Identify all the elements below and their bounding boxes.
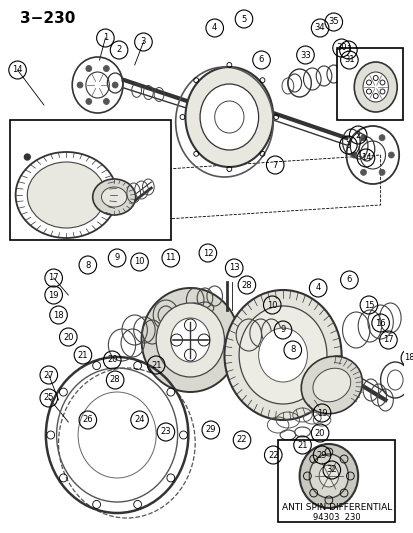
Ellipse shape: [156, 303, 224, 377]
Circle shape: [112, 82, 118, 88]
Circle shape: [24, 154, 30, 160]
Text: ANTI SPIN DIFFERENTIAL: ANTI SPIN DIFFERENTIAL: [281, 504, 391, 513]
Circle shape: [378, 169, 384, 175]
Text: 8: 8: [290, 345, 295, 354]
Text: 20: 20: [63, 333, 74, 342]
Text: 34: 34: [314, 23, 325, 33]
Text: 21: 21: [297, 440, 307, 449]
Text: 2: 2: [355, 131, 360, 140]
Circle shape: [387, 152, 393, 158]
Text: 28: 28: [109, 376, 120, 384]
Circle shape: [103, 66, 109, 71]
Ellipse shape: [171, 318, 209, 362]
Text: 7: 7: [272, 160, 277, 169]
Ellipse shape: [101, 187, 126, 207]
Text: 25: 25: [43, 393, 54, 402]
Text: 32: 32: [326, 465, 336, 474]
Text: 22: 22: [236, 435, 247, 445]
Ellipse shape: [93, 179, 135, 215]
Text: 17: 17: [48, 273, 59, 282]
Text: 20: 20: [314, 429, 325, 438]
Text: 26: 26: [82, 416, 93, 424]
Ellipse shape: [239, 306, 326, 404]
Circle shape: [360, 169, 366, 175]
Text: 19: 19: [48, 290, 59, 300]
Ellipse shape: [299, 444, 357, 508]
Text: 29: 29: [205, 425, 216, 434]
Circle shape: [378, 135, 384, 141]
Ellipse shape: [214, 101, 243, 133]
Text: 11: 11: [165, 254, 176, 262]
Ellipse shape: [354, 62, 396, 112]
Text: 94303  230: 94303 230: [312, 513, 360, 522]
Ellipse shape: [27, 162, 105, 228]
Text: 15: 15: [363, 301, 373, 310]
Text: 18: 18: [404, 353, 413, 362]
Text: 23: 23: [160, 427, 171, 437]
Ellipse shape: [318, 465, 338, 487]
Text: 21: 21: [150, 360, 161, 369]
Circle shape: [85, 66, 92, 71]
Text: 22: 22: [267, 450, 278, 459]
Text: 16: 16: [375, 319, 385, 327]
Text: 10: 10: [266, 301, 277, 310]
Circle shape: [351, 152, 356, 158]
Text: 30: 30: [335, 44, 346, 52]
Text: 9: 9: [114, 254, 119, 262]
Ellipse shape: [185, 67, 273, 167]
Text: 14: 14: [360, 154, 370, 163]
Text: 8: 8: [85, 261, 90, 270]
Circle shape: [103, 99, 109, 104]
Text: 1: 1: [102, 34, 108, 43]
Ellipse shape: [362, 72, 387, 102]
Text: 6: 6: [258, 55, 263, 64]
Text: 19: 19: [316, 408, 327, 417]
Text: 3−230: 3−230: [19, 11, 75, 26]
Ellipse shape: [312, 368, 350, 402]
Text: 13: 13: [228, 263, 239, 272]
Bar: [10, 120, 171, 240]
Text: 4: 4: [315, 284, 320, 293]
Text: 4: 4: [211, 23, 217, 33]
Text: 9: 9: [280, 326, 285, 335]
Text: 24: 24: [134, 416, 145, 424]
Text: 3: 3: [140, 37, 146, 46]
Ellipse shape: [309, 454, 348, 498]
Circle shape: [360, 135, 366, 141]
Text: 6: 6: [346, 276, 351, 285]
Text: 2: 2: [116, 45, 121, 54]
Circle shape: [85, 99, 92, 104]
Text: 3: 3: [345, 141, 350, 149]
Text: 21: 21: [78, 351, 88, 359]
Circle shape: [77, 82, 83, 88]
Text: 18: 18: [53, 311, 64, 319]
Ellipse shape: [224, 290, 341, 420]
Text: 20: 20: [107, 356, 117, 365]
Text: 14: 14: [12, 66, 23, 75]
Ellipse shape: [258, 328, 307, 382]
Text: 5: 5: [241, 14, 246, 23]
Text: 29: 29: [316, 450, 327, 459]
Text: 33: 33: [299, 51, 310, 60]
Text: 28: 28: [241, 280, 252, 289]
Ellipse shape: [141, 288, 239, 392]
Text: 12: 12: [202, 248, 213, 257]
Text: 10: 10: [134, 257, 145, 266]
Bar: [278, 440, 394, 522]
Text: 35: 35: [328, 18, 338, 27]
Text: 1: 1: [345, 45, 350, 54]
Ellipse shape: [301, 356, 361, 414]
Text: 17: 17: [382, 335, 393, 344]
Text: 31: 31: [343, 55, 354, 64]
Bar: [336, 48, 402, 120]
Text: 27: 27: [43, 370, 54, 379]
Ellipse shape: [199, 84, 258, 150]
